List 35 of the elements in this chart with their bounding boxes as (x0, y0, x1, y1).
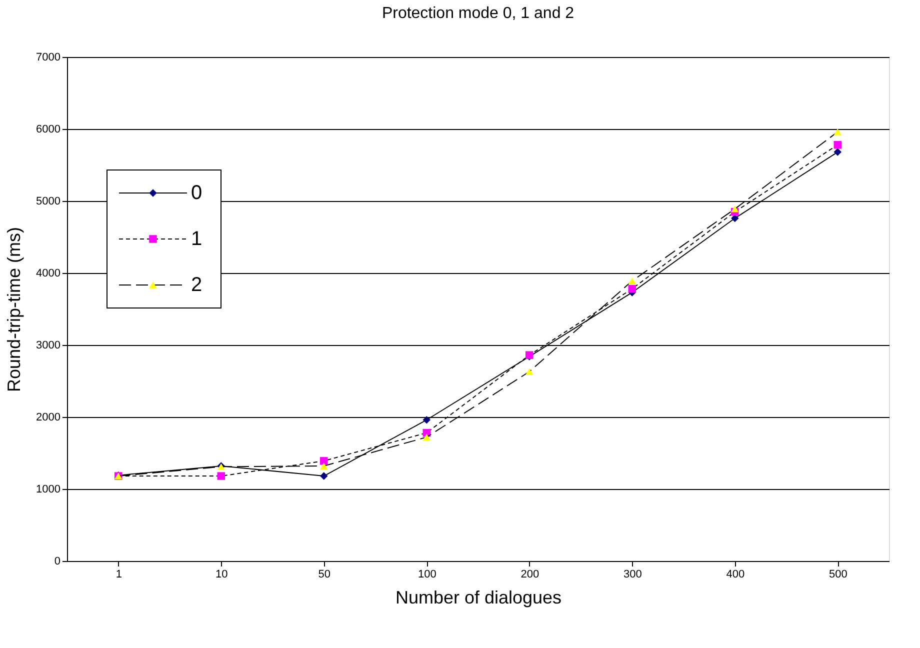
point (526, 368, 534, 375)
point (834, 140, 842, 149)
point (217, 472, 225, 480)
x-tick-label: 400 (726, 568, 745, 580)
point (628, 278, 636, 284)
y-tick-label: 3000 (36, 340, 60, 352)
x-tick-label: 500 (828, 568, 848, 580)
x-tick-label: 1 (116, 568, 122, 580)
point (422, 416, 430, 424)
legend-label: 0 (191, 182, 202, 204)
x-tick-label: 10 (216, 568, 228, 580)
point (834, 148, 842, 156)
legend-label: 1 (191, 228, 202, 250)
y-tick-label: 1000 (36, 484, 60, 496)
x-tick-label: 300 (623, 568, 642, 580)
y-axis-title: Round-trip-time (ms) (4, 226, 24, 392)
x-tick-label: 50 (318, 568, 330, 580)
point (628, 284, 636, 293)
legend-label: 2 (191, 274, 202, 296)
y-tick-label: 5000 (36, 196, 60, 208)
point (320, 472, 328, 480)
point (320, 462, 328, 470)
chart-title: Protection mode 0, 1 and 2 (382, 5, 574, 22)
point (834, 128, 842, 136)
x-tick-label: 100 (418, 568, 436, 580)
x-tick-label: 200 (520, 568, 540, 580)
y-tick-label: 0 (54, 556, 60, 568)
point (320, 457, 328, 465)
point (422, 434, 430, 441)
y-tick-label: 4000 (36, 268, 60, 280)
x-axis-title: Number of dialogues (395, 588, 562, 608)
y-tick-label: 7000 (36, 52, 60, 64)
y-tick-label: 6000 (36, 124, 60, 136)
y-tick-label: 2000 (36, 412, 60, 424)
point (731, 206, 739, 212)
